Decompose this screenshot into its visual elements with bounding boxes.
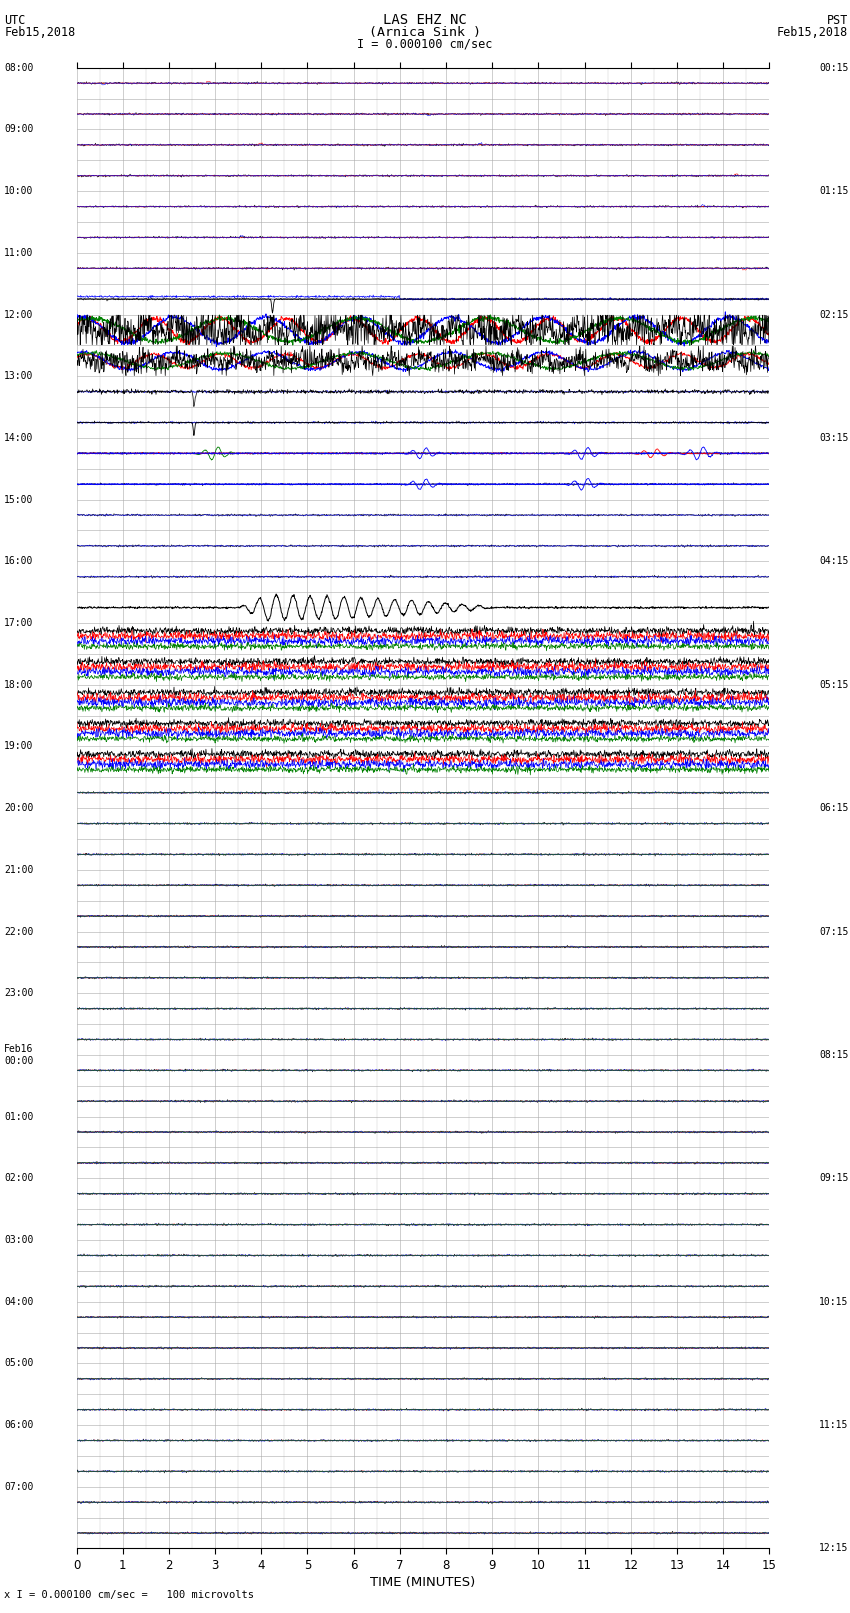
Text: 10:15: 10:15 bbox=[819, 1297, 848, 1307]
Text: 16:00: 16:00 bbox=[4, 556, 34, 566]
Text: 11:00: 11:00 bbox=[4, 248, 34, 258]
Text: 00:15: 00:15 bbox=[819, 63, 848, 73]
Text: 07:00: 07:00 bbox=[4, 1482, 34, 1492]
Text: 21:00: 21:00 bbox=[4, 865, 34, 874]
Text: Feb16
00:00: Feb16 00:00 bbox=[4, 1044, 34, 1066]
Text: 05:00: 05:00 bbox=[4, 1358, 34, 1368]
Text: 02:00: 02:00 bbox=[4, 1173, 34, 1184]
Text: 13:00: 13:00 bbox=[4, 371, 34, 381]
Text: 12:15: 12:15 bbox=[819, 1544, 848, 1553]
Text: Feb15,2018: Feb15,2018 bbox=[777, 26, 848, 39]
Text: 20:00: 20:00 bbox=[4, 803, 34, 813]
Text: 02:15: 02:15 bbox=[819, 310, 848, 319]
Text: 22:00: 22:00 bbox=[4, 926, 34, 937]
Text: 08:15: 08:15 bbox=[819, 1050, 848, 1060]
Text: 06:15: 06:15 bbox=[819, 803, 848, 813]
Text: 14:00: 14:00 bbox=[4, 432, 34, 444]
Text: Feb15,2018: Feb15,2018 bbox=[4, 26, 76, 39]
Text: 03:00: 03:00 bbox=[4, 1236, 34, 1245]
Text: PST: PST bbox=[827, 13, 848, 26]
Text: 04:15: 04:15 bbox=[819, 556, 848, 566]
Text: (Arnica Sink ): (Arnica Sink ) bbox=[369, 26, 481, 39]
Text: 08:00: 08:00 bbox=[4, 63, 34, 73]
Text: 11:15: 11:15 bbox=[819, 1419, 848, 1431]
Text: 01:15: 01:15 bbox=[819, 185, 848, 197]
Text: 06:00: 06:00 bbox=[4, 1419, 34, 1431]
Text: 23:00: 23:00 bbox=[4, 989, 34, 998]
Text: I = 0.000100 cm/sec: I = 0.000100 cm/sec bbox=[357, 37, 493, 50]
Text: UTC: UTC bbox=[4, 13, 26, 26]
Text: 18:00: 18:00 bbox=[4, 679, 34, 690]
Text: 03:15: 03:15 bbox=[819, 432, 848, 444]
Text: 09:00: 09:00 bbox=[4, 124, 34, 134]
Text: LAS EHZ NC: LAS EHZ NC bbox=[383, 13, 467, 26]
X-axis label: TIME (MINUTES): TIME (MINUTES) bbox=[371, 1576, 475, 1589]
Text: 05:15: 05:15 bbox=[819, 679, 848, 690]
Text: 12:00: 12:00 bbox=[4, 310, 34, 319]
Text: x I = 0.000100 cm/sec =   100 microvolts: x I = 0.000100 cm/sec = 100 microvolts bbox=[4, 1590, 254, 1600]
Text: 09:15: 09:15 bbox=[819, 1173, 848, 1184]
Text: 01:00: 01:00 bbox=[4, 1111, 34, 1121]
Text: 04:00: 04:00 bbox=[4, 1297, 34, 1307]
Text: 15:00: 15:00 bbox=[4, 495, 34, 505]
Text: 07:15: 07:15 bbox=[819, 926, 848, 937]
Text: 19:00: 19:00 bbox=[4, 742, 34, 752]
Text: 10:00: 10:00 bbox=[4, 185, 34, 197]
Text: 17:00: 17:00 bbox=[4, 618, 34, 627]
